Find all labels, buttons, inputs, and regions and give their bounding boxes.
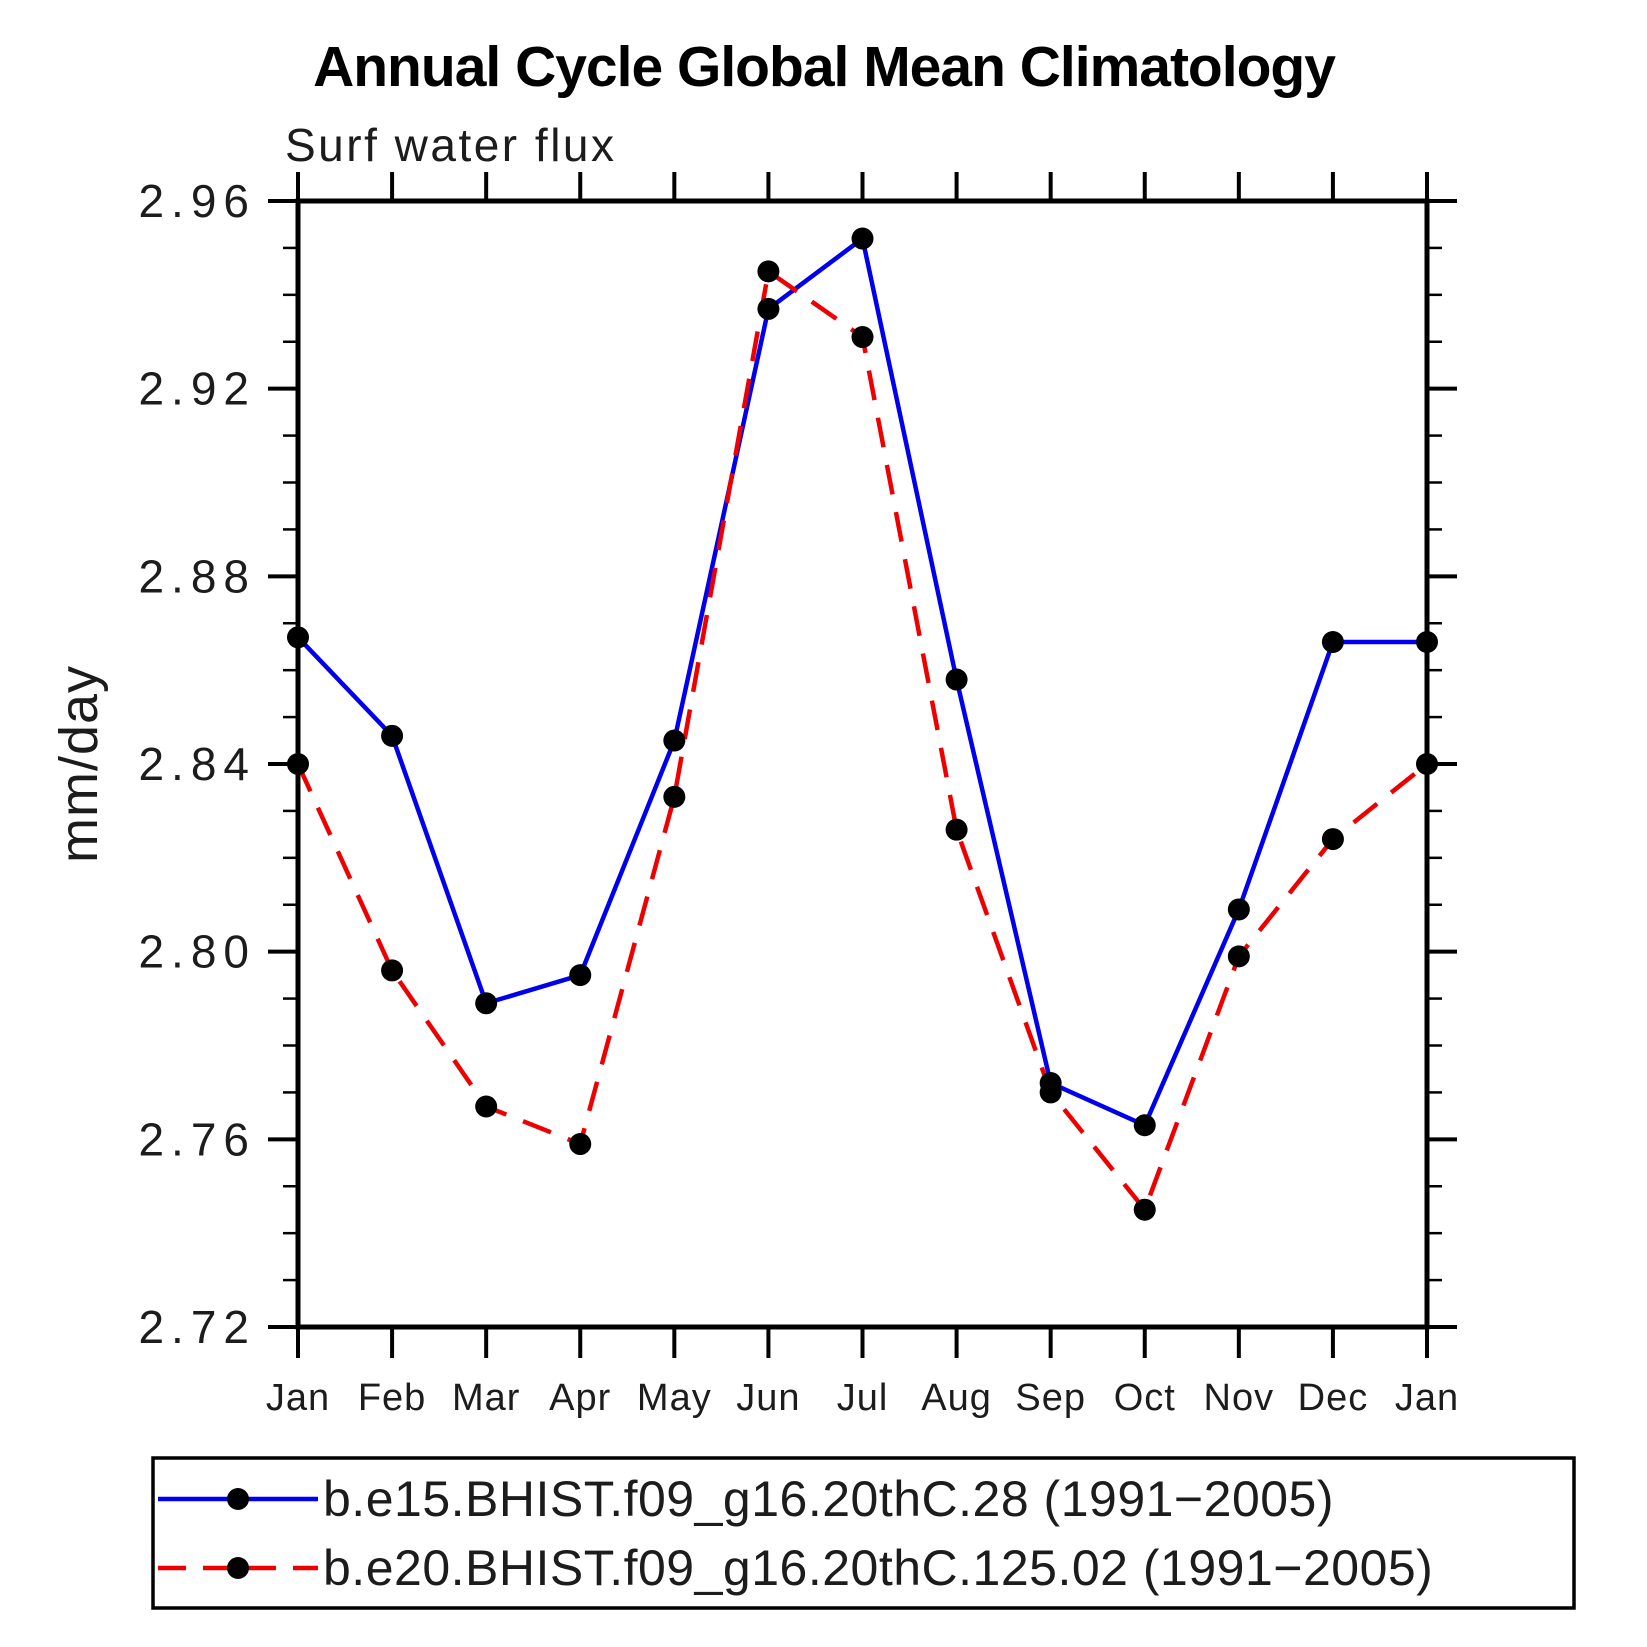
legend-entries: b.e15.BHIST.f09_g16.20thC.28 (1991−2005)…: [158, 1471, 1433, 1596]
x-tick-label: Jan: [266, 1377, 330, 1419]
data-point-marker: [381, 724, 404, 747]
data-point-marker: [475, 992, 498, 1015]
data-point-marker: [757, 297, 780, 320]
x-tick-label: Jul: [837, 1377, 889, 1419]
chart-title: Annual Cycle Global Mean Climatology: [313, 35, 1336, 99]
y-tick-label: 2.92: [138, 363, 256, 415]
x-tick-label: Mar: [452, 1377, 520, 1419]
data-point-marker: [1227, 945, 1250, 968]
x-tick-label: Oct: [1114, 1377, 1176, 1419]
data-point-marker: [851, 326, 874, 349]
x-tick-label: Jan: [1395, 1377, 1459, 1419]
data-point-marker: [287, 626, 309, 649]
data-point-marker: [1321, 631, 1344, 654]
data-point-marker: [569, 964, 592, 987]
data-point-marker: [569, 1133, 592, 1156]
data-point-marker: [945, 818, 968, 841]
legend-label: b.e20.BHIST.f09_g16.20thC.125.02 (1991−2…: [323, 1540, 1433, 1596]
data-point-marker: [475, 1095, 498, 1118]
y-tick-label: 2.96: [138, 175, 256, 227]
data-point-marker: [287, 753, 309, 775]
y-tick-label: 2.76: [138, 1113, 256, 1165]
data-point-marker: [757, 260, 780, 283]
data-point-marker: [381, 959, 404, 982]
series-line-0: [296, 234, 1427, 1129]
y-axis-label: mm/day: [49, 665, 109, 863]
plot-frame: [295, 198, 1430, 1330]
chart-subtitle: Surf water flux: [285, 119, 617, 171]
data-point-marker: [663, 785, 686, 808]
data-point-marker: [1039, 1081, 1062, 1104]
x-tick-label: Dec: [1298, 1377, 1369, 1419]
y-tick-label: 2.80: [138, 926, 256, 978]
data-point-marker: [1321, 828, 1344, 851]
legend: b.e15.BHIST.f09_g16.20thC.28 (1991−2005)…: [151, 1456, 1576, 1610]
x-tick-label: Apr: [549, 1377, 611, 1419]
legend-marker-icon: [227, 1557, 249, 1579]
x-tick-label: Aug: [921, 1377, 992, 1419]
data-point-marker: [945, 668, 968, 691]
x-tick-label: May: [637, 1377, 712, 1419]
data-point-marker: [851, 227, 874, 250]
data-point-marker: [1416, 631, 1438, 654]
y-tick-label: 2.88: [138, 550, 256, 602]
axis-labels-layer: 2.72 2.76 2.80 2.84 2.88 2.92 2.96 Jan Feb Mar Apr…: [138, 175, 1459, 1419]
legend-label: b.e15.BHIST.f09_g16.20thC.28 (1991−2005): [323, 1471, 1334, 1527]
data-point-marker: [1133, 1198, 1156, 1221]
x-tick-label: Nov: [1204, 1377, 1275, 1419]
data-point-marker: [663, 729, 686, 752]
series-line-1: [295, 267, 1429, 1215]
y-tick-label: 2.84: [138, 738, 256, 790]
x-tick-label: Feb: [358, 1377, 426, 1419]
y-tick-label: 2.72: [138, 1301, 256, 1353]
data-point-marker: [1416, 753, 1438, 775]
x-tick-label: Jun: [736, 1377, 800, 1419]
data-point-marker: [1133, 1114, 1156, 1137]
data-point-marker: [1227, 898, 1250, 921]
legend-marker-icon: [227, 1488, 249, 1510]
series-layer: [287, 227, 1438, 1221]
x-tick-label: Sep: [1015, 1377, 1086, 1419]
tick-layer: [268, 172, 1457, 1358]
legend-box: [151, 1456, 1576, 1610]
